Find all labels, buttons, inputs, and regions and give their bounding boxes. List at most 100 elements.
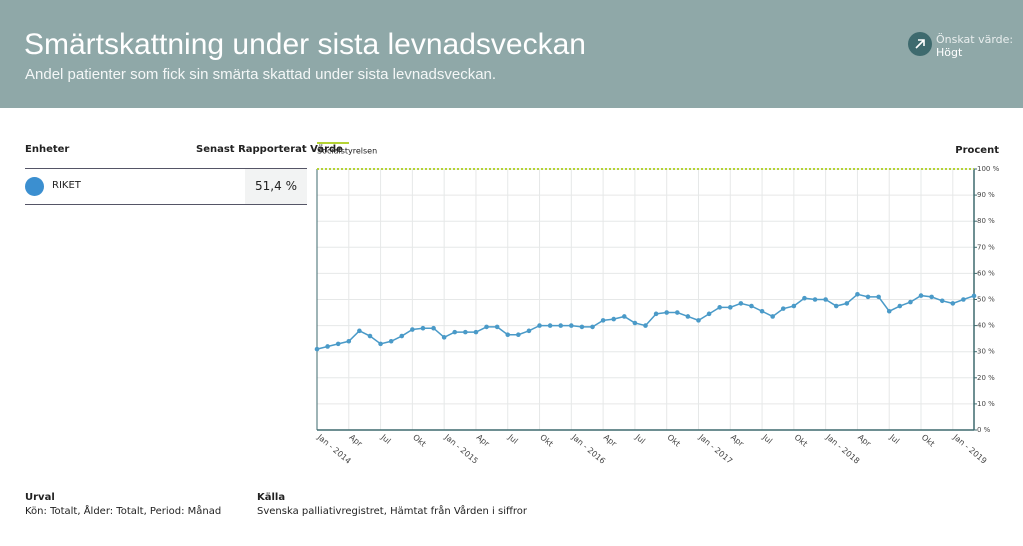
source-title: Källa (257, 492, 286, 503)
x-tick-label: Apr (729, 433, 746, 449)
data-point (749, 303, 754, 309)
data-point (314, 346, 320, 352)
data-point (802, 295, 807, 301)
subtitle: Andel patienter som fick sin smärta skat… (25, 66, 497, 83)
data-point (844, 301, 850, 306)
y-tick-label: 80 % (977, 217, 995, 225)
x-tick-label: Jan - 2018 (824, 432, 862, 466)
data-point (357, 328, 362, 334)
data-point (452, 329, 458, 335)
y-tick-label: 70 % (977, 243, 995, 251)
data-point (558, 323, 564, 328)
data-point (431, 325, 436, 331)
x-tick-label: Jan - 2016 (569, 432, 607, 466)
x-tick-label: Jul (633, 432, 647, 446)
table-row[interactable]: RIKET 51,4 % (25, 168, 307, 205)
data-point (674, 310, 680, 315)
data-point (897, 303, 903, 309)
data-point (388, 338, 394, 344)
x-tick-label: Jul (506, 432, 520, 446)
x-tick-label: Jan - 2017 (696, 432, 734, 466)
data-point (537, 323, 542, 328)
unit-dot (25, 177, 44, 196)
desired-icon (908, 32, 932, 56)
y-tick-label: 40 % (977, 322, 995, 330)
data-point (367, 333, 373, 339)
x-tick-label: Apr (856, 433, 873, 449)
data-point (484, 324, 489, 330)
data-point (494, 324, 500, 330)
y-tick-label: 0 % (977, 426, 991, 434)
data-point (335, 341, 341, 347)
data-point (643, 323, 648, 328)
data-point (632, 320, 638, 326)
data-point (600, 318, 606, 323)
y-tick-label: 50 % (977, 296, 995, 304)
x-tick-label: Apr (475, 433, 492, 449)
data-point (579, 324, 585, 330)
header: Smärtskattning under sista levnadsveckan… (0, 0, 1023, 108)
data-point (738, 301, 744, 306)
data-point (759, 308, 765, 314)
y-tick-label: 90 % (977, 191, 995, 199)
selection: Kön: Totalt, Ålder: Totalt, Period: Måna… (25, 506, 222, 517)
data-point (441, 335, 447, 340)
y-tick-label: 20 % (977, 374, 995, 382)
y-tick-label: 10 % (977, 400, 995, 408)
data-point (653, 311, 659, 317)
data-point (611, 316, 617, 322)
data-point (378, 341, 383, 347)
data-point (399, 333, 405, 339)
x-tick-label: Okt (665, 433, 682, 449)
x-tick-label: Jan - 2015 (442, 432, 480, 466)
data-point (918, 293, 924, 298)
series-line (316, 293, 975, 350)
y-tick-label: 30 % (977, 348, 995, 356)
data-point (346, 338, 352, 344)
data-point (812, 297, 818, 302)
data-point (855, 291, 860, 297)
data-point (961, 297, 966, 302)
unit-name: RIKET (52, 180, 81, 191)
x-tick-label: Jan - 2019 (951, 432, 989, 466)
source: Svenska palliativregistret, Hämtat från … (257, 506, 527, 517)
arrow (915, 39, 925, 49)
data-point (770, 314, 775, 319)
y-tick-label: 60 % (977, 269, 995, 277)
y-tick-label: 100 % (977, 165, 1000, 173)
y-axis-title: Procent (955, 145, 999, 156)
data-point (569, 323, 574, 328)
data-point (473, 329, 479, 335)
data-point (717, 305, 722, 310)
x-tick-label: Jul (760, 432, 774, 446)
unit-value: 51,4 % (245, 169, 307, 204)
data-point (590, 324, 595, 330)
data-point (950, 301, 956, 306)
data-point (727, 305, 733, 310)
x-tick-label: Okt (411, 433, 428, 449)
data-point (547, 323, 553, 328)
desired-value: Högt (936, 46, 963, 59)
x-tick-label: Apr (348, 433, 365, 449)
column-header: Senast Rapporterat Värde (196, 144, 343, 155)
data-point (823, 297, 828, 302)
data-point (886, 308, 892, 314)
data-point (516, 332, 521, 338)
data-point (420, 325, 426, 331)
data-point (622, 314, 627, 319)
data-point (780, 306, 786, 311)
desired-label: Önskat värde: (936, 33, 1014, 46)
data-point (833, 303, 839, 309)
data-point (876, 294, 881, 300)
data-point (706, 311, 712, 317)
column-header: Enheter (25, 144, 70, 155)
data-point (929, 294, 934, 300)
x-tick-label: Apr (602, 433, 619, 449)
data-point (908, 299, 913, 305)
data-point (971, 293, 977, 299)
data-point (463, 329, 468, 335)
x-tick-label: Jul (379, 432, 393, 446)
selection-title: Urval (25, 492, 55, 503)
data-point (505, 332, 511, 338)
